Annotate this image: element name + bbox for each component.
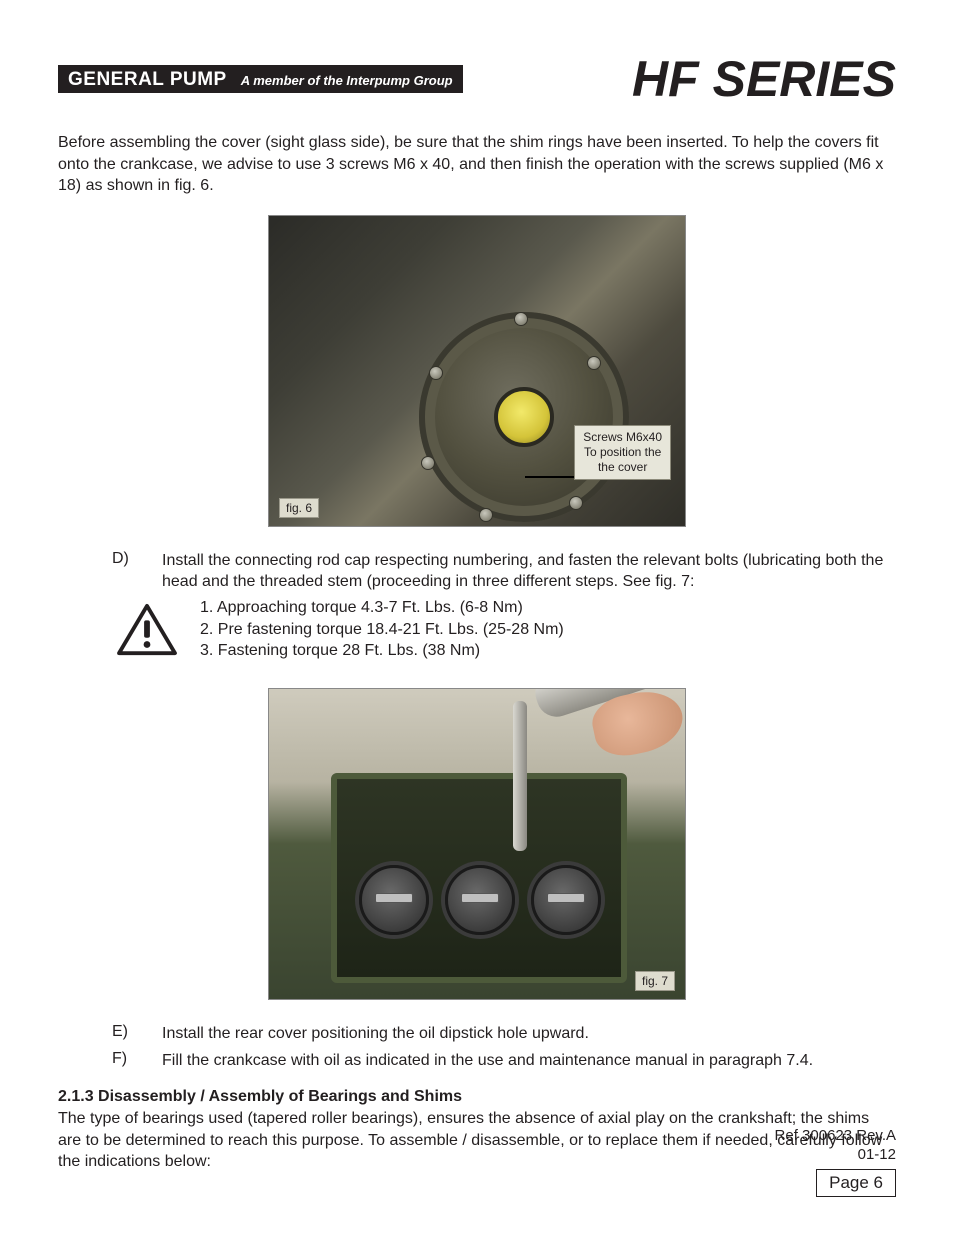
figure-6-container: Screws M6x40 To position the the cover f… [58,215,896,532]
step-f-text: Fill the crankcase with oil as indicated… [162,1050,813,1072]
figure-7-container: fig. 7 [58,688,896,1005]
brand-tagline: A member of the Interpump Group [241,73,453,88]
substep-2: 2. Pre fastening torque 18.4-21 Ft. Lbs.… [200,619,564,641]
warning-icon [116,603,178,657]
footer-ref: Ref 300623 Rev.A [775,1126,896,1146]
substep-1: 1. Approaching torque 4.3-7 Ft. Lbs. (6-… [200,597,564,619]
series-title: HF SERIES [632,54,896,104]
section-213-heading: 2.1.3 Disassembly / Assembly of Bearings… [58,1088,896,1106]
brand-bar: GENERAL PUMP A member of the Interpump G… [58,65,463,93]
figure-6: Screws M6x40 To position the the cover f… [268,215,686,527]
step-letter: E) [112,1023,132,1045]
substep-3: 3. Fastening torque 28 Ft. Lbs. (38 Nm) [200,640,564,662]
step-e: E) Install the rear cover positioning th… [112,1023,896,1045]
step-d-substeps: 1. Approaching torque 4.3-7 Ft. Lbs. (6-… [200,597,564,662]
warning-row: 1. Approaching torque 4.3-7 Ft. Lbs. (6-… [116,597,896,662]
page-footer: Ref 300623 Rev.A 01-12 Page 6 [775,1126,896,1197]
figure-6-callout: Screws M6x40 To position the the cover [574,425,671,480]
figure-7-label: fig. 7 [635,971,675,991]
step-f: F) Fill the crankcase with oil as indica… [112,1050,896,1072]
section-213-text: The type of bearings used (tapered rolle… [58,1108,896,1173]
page-number: Page 6 [816,1169,896,1197]
figure-6-label: fig. 6 [279,498,319,518]
figure-7: fig. 7 [268,688,686,1000]
step-d-text: Install the connecting rod cap respectin… [162,550,896,593]
callout-line: the cover [583,460,662,475]
callout-line: Screws M6x40 [583,430,662,445]
page-header: GENERAL PUMP A member of the Interpump G… [58,54,896,104]
step-e-text: Install the rear cover positioning the o… [162,1023,589,1045]
step-letter: D) [112,550,132,593]
step-d: D) Install the connecting rod cap respec… [112,550,896,593]
intro-paragraph: Before assembling the cover (sight glass… [58,132,896,197]
brand-name: GENERAL PUMP [68,69,227,91]
footer-date: 01-12 [775,1145,896,1165]
step-letter: F) [112,1050,132,1072]
callout-line: To position the [583,445,662,460]
